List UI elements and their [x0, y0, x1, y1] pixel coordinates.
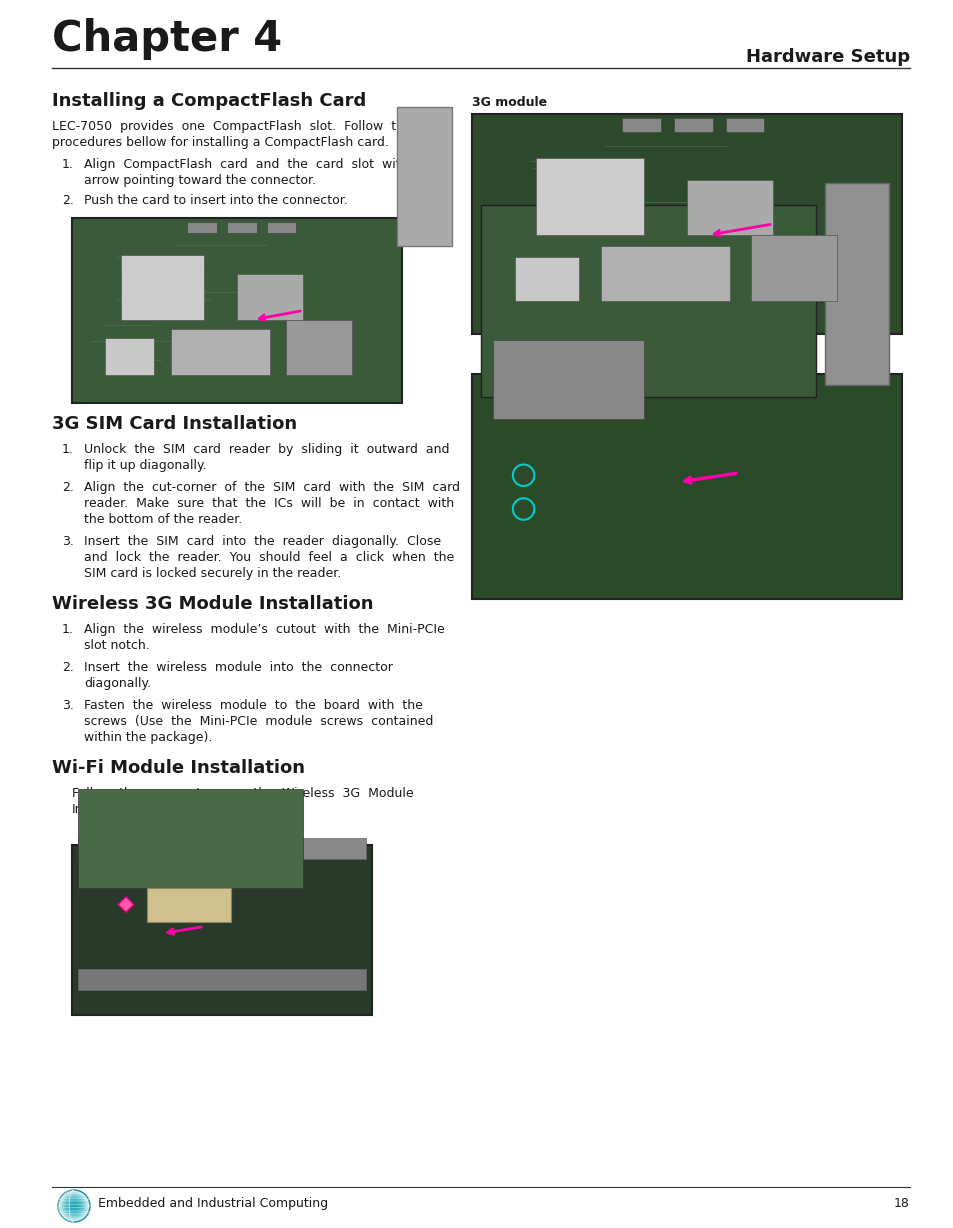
- Bar: [105, 338, 154, 376]
- Text: within the package).: within the package).: [84, 731, 213, 744]
- Bar: [78, 788, 303, 888]
- Text: 18: 18: [893, 1197, 909, 1210]
- Bar: [472, 114, 901, 334]
- Bar: [686, 181, 772, 235]
- Text: screws  (Use  the  Mini-PCIe  module  screws  contained: screws (Use the Mini-PCIe module screws …: [84, 715, 433, 728]
- Text: flip it up diagonally.: flip it up diagonally.: [84, 459, 207, 472]
- Bar: [823, 183, 888, 386]
- Text: Embedded and Industrial Computing: Embedded and Industrial Computing: [98, 1197, 328, 1210]
- Text: 1.: 1.: [62, 443, 73, 456]
- Text: diagonally.: diagonally.: [84, 677, 151, 690]
- Circle shape: [68, 1200, 80, 1212]
- Text: Insert  the  SIM  card  into  the  reader  diagonally.  Close: Insert the SIM card into the reader diag…: [84, 535, 440, 548]
- Text: Wireless 3G Module Installation: Wireless 3G Module Installation: [52, 596, 374, 613]
- Bar: [78, 839, 366, 858]
- Text: Hardware Setup: Hardware Setup: [745, 48, 909, 66]
- Bar: [515, 257, 578, 301]
- Text: Wi-Fi Module Installation: Wi-Fi Module Installation: [52, 759, 305, 777]
- Bar: [171, 329, 270, 376]
- Circle shape: [66, 1199, 82, 1214]
- Text: Insert  the  wireless  module  into  the  connector: Insert the wireless module into the conn…: [84, 661, 393, 674]
- Circle shape: [58, 1190, 90, 1222]
- Text: slot notch.: slot notch.: [84, 639, 150, 652]
- Text: Chapter 4: Chapter 4: [52, 18, 282, 60]
- Bar: [536, 158, 643, 235]
- Bar: [71, 219, 401, 403]
- Text: 1.: 1.: [62, 158, 73, 171]
- Bar: [725, 118, 763, 131]
- Text: the bottom of the reader.: the bottom of the reader.: [84, 513, 242, 526]
- Text: 2.: 2.: [62, 481, 73, 494]
- Text: 3G SIM Card Installation: 3G SIM Card Installation: [52, 415, 296, 433]
- Text: Installing a CompactFlash Card: Installing a CompactFlash Card: [52, 92, 366, 111]
- Circle shape: [70, 1202, 78, 1210]
- Bar: [121, 255, 204, 319]
- Bar: [188, 222, 217, 233]
- Text: Push the card to insert into the connector.: Push the card to insert into the connect…: [84, 194, 348, 208]
- Text: Installation.: Installation.: [71, 803, 145, 815]
- Bar: [227, 222, 256, 233]
- Text: Align  the  cut-corner  of  the  SIM  card  with  the  SIM  card: Align the cut-corner of the SIM card wit…: [84, 481, 459, 494]
- Text: 3.: 3.: [62, 535, 73, 548]
- Bar: [286, 319, 352, 376]
- Circle shape: [62, 1194, 86, 1218]
- Text: arrow pointing toward the connector.: arrow pointing toward the connector.: [84, 174, 315, 187]
- Bar: [480, 205, 815, 397]
- Text: SIM Card: SIM Card: [191, 826, 253, 840]
- Text: Unlock  the  SIM  card  reader  by  sliding  it  outward  and: Unlock the SIM card reader by sliding it…: [84, 443, 449, 456]
- Bar: [396, 107, 452, 246]
- Circle shape: [64, 1196, 84, 1216]
- Text: SIM card is locked securely in the reader.: SIM card is locked securely in the reade…: [84, 567, 341, 580]
- Text: 3G module: 3G module: [472, 96, 547, 109]
- Bar: [622, 118, 660, 131]
- Bar: [71, 845, 372, 1016]
- Bar: [751, 235, 837, 301]
- Bar: [600, 246, 729, 301]
- Text: 2.: 2.: [62, 194, 73, 208]
- Text: Align  the  wireless  module’s  cutout  with  the  Mini-PCIe: Align the wireless module’s cutout with …: [84, 623, 444, 636]
- Text: Align  CompactFlash  card  and  the  card  slot  with  the: Align CompactFlash card and the card slo…: [84, 158, 436, 171]
- Text: Fasten  the  wireless  module  to  the  board  with  the: Fasten the wireless module to the board …: [84, 699, 422, 712]
- Text: LEC-7050  provides  one  CompactFlash  slot.  Follow  the: LEC-7050 provides one CompactFlash slot.…: [52, 120, 412, 133]
- Text: 3.: 3.: [62, 699, 73, 712]
- Bar: [674, 118, 712, 131]
- Bar: [267, 222, 296, 233]
- Bar: [493, 340, 643, 419]
- Text: reader.  Make  sure  that  the  ICs  will  be  in  contact  with: reader. Make sure that the ICs will be i…: [84, 497, 454, 510]
- Bar: [78, 969, 366, 990]
- Text: 1.: 1.: [62, 623, 73, 636]
- Circle shape: [71, 1203, 76, 1208]
- Circle shape: [60, 1192, 88, 1219]
- Text: procedures bellow for installing a CompactFlash card.: procedures bellow for installing a Compa…: [52, 136, 389, 149]
- Text: Follow  the  same  steps  as  the  Wireless  3G  Module: Follow the same steps as the Wireless 3G…: [71, 787, 414, 799]
- Bar: [236, 274, 303, 319]
- Text: 2.: 2.: [62, 661, 73, 674]
- Text: and  lock  the  reader.  You  should  feel  a  click  when  the: and lock the reader. You should feel a c…: [84, 551, 454, 564]
- Bar: [147, 888, 231, 921]
- Bar: [472, 375, 901, 599]
- Polygon shape: [118, 896, 133, 912]
